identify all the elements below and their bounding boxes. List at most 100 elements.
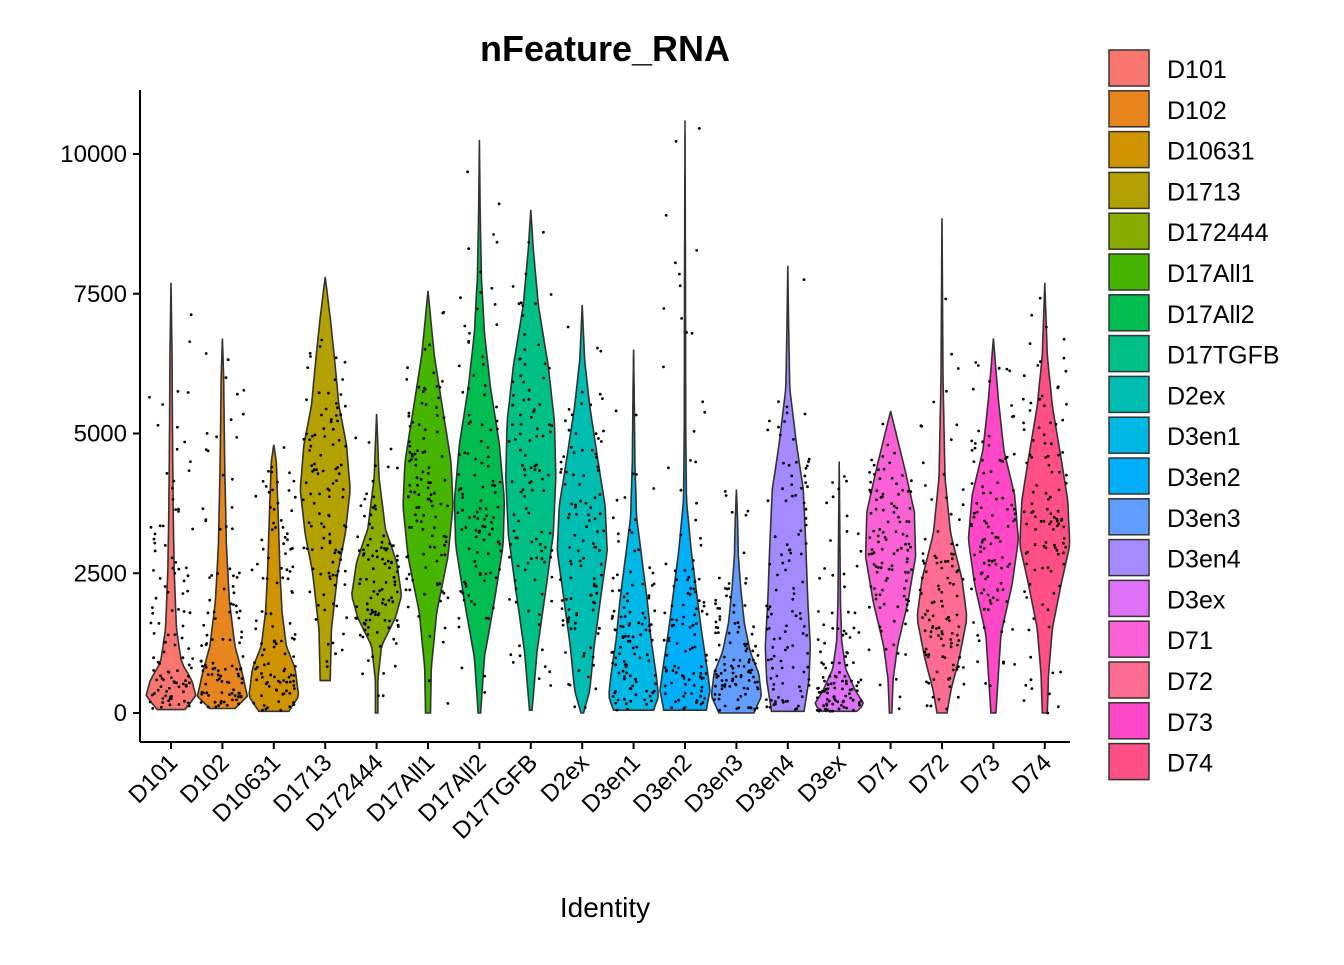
jitter-point — [224, 667, 227, 671]
jitter-point — [633, 652, 636, 656]
jitter-point — [282, 692, 286, 695]
jitter-point — [628, 610, 632, 614]
jitter-point — [208, 576, 212, 579]
jitter-point — [850, 679, 853, 683]
y-tick-label: 0 — [114, 700, 127, 727]
jitter-point — [747, 706, 750, 709]
jitter-point — [767, 627, 771, 630]
jitter-point — [329, 577, 332, 581]
jitter-point — [580, 402, 583, 406]
jitter-point — [162, 650, 166, 654]
jitter-point — [153, 532, 157, 536]
jitter-point — [519, 448, 522, 452]
jitter-point — [845, 663, 849, 667]
jitter-point — [1065, 473, 1068, 477]
jitter-point — [982, 471, 986, 475]
jitter-point — [527, 398, 531, 401]
jitter-point — [240, 630, 244, 634]
jitter-point — [630, 531, 634, 534]
jitter-point — [991, 514, 994, 517]
jitter-point — [905, 560, 909, 564]
jitter-point — [180, 636, 184, 640]
jitter-point — [237, 616, 241, 620]
jitter-point — [931, 626, 934, 629]
jitter-point — [481, 524, 485, 528]
jitter-point — [779, 659, 783, 663]
jitter-point — [381, 598, 385, 601]
jitter-point — [848, 688, 852, 692]
jitter-point — [621, 625, 625, 629]
jitter-point — [766, 615, 770, 619]
jitter-point — [875, 570, 879, 574]
jitter-point — [670, 706, 674, 709]
violin-D71 — [864, 410, 917, 714]
jitter-point — [726, 587, 729, 591]
jitter-point — [872, 463, 876, 467]
jitter-point — [797, 533, 800, 536]
jitter-point — [309, 355, 312, 358]
jitter-point — [598, 493, 602, 496]
jitter-point — [714, 598, 718, 602]
jitter-point — [386, 465, 390, 469]
jitter-point — [429, 499, 433, 503]
jitter-point — [570, 446, 573, 449]
jitter-point — [842, 699, 845, 703]
jitter-point — [971, 387, 975, 391]
jitter-point — [255, 665, 259, 669]
jitter-point — [577, 549, 580, 553]
jitter-point — [1046, 566, 1050, 569]
jitter-point — [818, 708, 822, 712]
jitter-point — [629, 687, 633, 691]
jitter-point — [628, 528, 631, 532]
jitter-point — [485, 514, 489, 518]
jitter-point — [1034, 527, 1037, 531]
jitter-point — [289, 673, 293, 677]
jitter-point — [174, 508, 178, 511]
jitter-point — [511, 403, 514, 407]
jitter-point — [269, 506, 272, 509]
jitter-point — [619, 624, 623, 628]
jitter-point — [535, 556, 539, 560]
jitter-point — [795, 460, 798, 464]
jitter-point — [825, 702, 828, 706]
jitter-point — [756, 687, 760, 691]
jitter-point — [232, 574, 235, 578]
jitter-point — [359, 577, 362, 581]
jitter-point — [827, 699, 831, 703]
jitter-point — [548, 670, 552, 674]
jitter-point — [756, 654, 760, 657]
jitter-point — [577, 669, 581, 672]
jitter-point — [528, 439, 532, 442]
jitter-point — [327, 495, 331, 498]
jitter-point — [844, 655, 847, 658]
jitter-point — [416, 483, 419, 487]
jitter-point — [695, 501, 698, 505]
jitter-point — [378, 589, 381, 593]
jitter-point — [678, 272, 681, 276]
jitter-point — [537, 343, 541, 347]
jitter-point — [265, 577, 269, 580]
jitter-point — [941, 604, 944, 608]
jitter-point — [875, 498, 878, 502]
jitter-point — [328, 539, 332, 543]
jitter-point — [691, 623, 695, 627]
jitter-point — [256, 562, 259, 566]
jitter-point — [542, 376, 546, 380]
jitter-point — [1031, 490, 1035, 494]
jitter-point — [883, 536, 887, 539]
jitter-point — [272, 521, 275, 525]
jitter-point — [321, 469, 325, 473]
jitter-point — [438, 385, 442, 389]
jitter-point — [331, 641, 335, 645]
jitter-point — [512, 394, 515, 397]
jitter-point — [847, 610, 850, 614]
jitter-point — [1054, 422, 1058, 426]
jitter-point — [283, 535, 287, 539]
jitter-point — [310, 464, 314, 467]
jitter-point — [684, 649, 687, 653]
jitter-point — [527, 511, 531, 515]
jitter-point — [392, 637, 396, 641]
jitter-point — [955, 423, 959, 427]
jitter-point — [379, 546, 383, 549]
jitter-point — [799, 689, 803, 693]
